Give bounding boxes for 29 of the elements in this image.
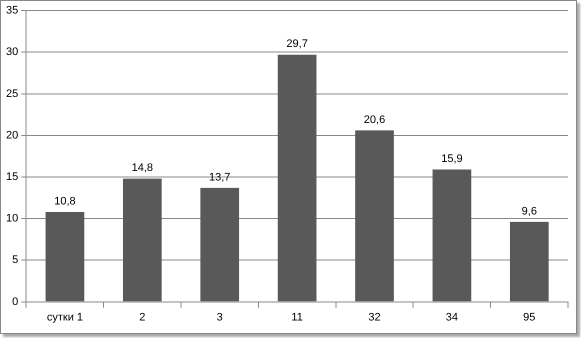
x-tick-label: 11 [291,311,303,324]
y-tick-label: 15 [6,171,18,184]
x-tick-label: 32 [368,311,381,324]
data-label: 13,7 [209,171,230,184]
x-tick-label: 2 [139,311,146,324]
bar [46,212,84,302]
data-label: 20,6 [364,114,386,126]
y-tick-label: 10 [6,212,18,225]
data-label: 9,6 [522,205,537,218]
bar [122,178,162,302]
x-tick-label: сутки 1 [46,311,84,324]
bar [355,130,394,302]
x-tick-label: 34 [446,311,458,324]
bar [278,54,316,302]
data-label: 14,8 [132,162,154,174]
data-label: 10,8 [54,195,76,208]
y-tick-label: 30 [6,46,18,58]
data-label: 15,9 [441,153,463,166]
bar [432,170,472,302]
y-tick-label: 0 [12,296,18,308]
bar [510,222,549,302]
y-tick-label: 5 [12,254,18,266]
y-tick-label: 20 [6,129,18,142]
y-tick-label: 35 [6,4,18,17]
x-tick-label: 95 [523,311,536,324]
data-label: 29,7 [286,38,308,50]
y-tick-label: 25 [6,88,18,100]
x-tick-label: 3 [216,311,223,324]
bar [200,188,240,302]
